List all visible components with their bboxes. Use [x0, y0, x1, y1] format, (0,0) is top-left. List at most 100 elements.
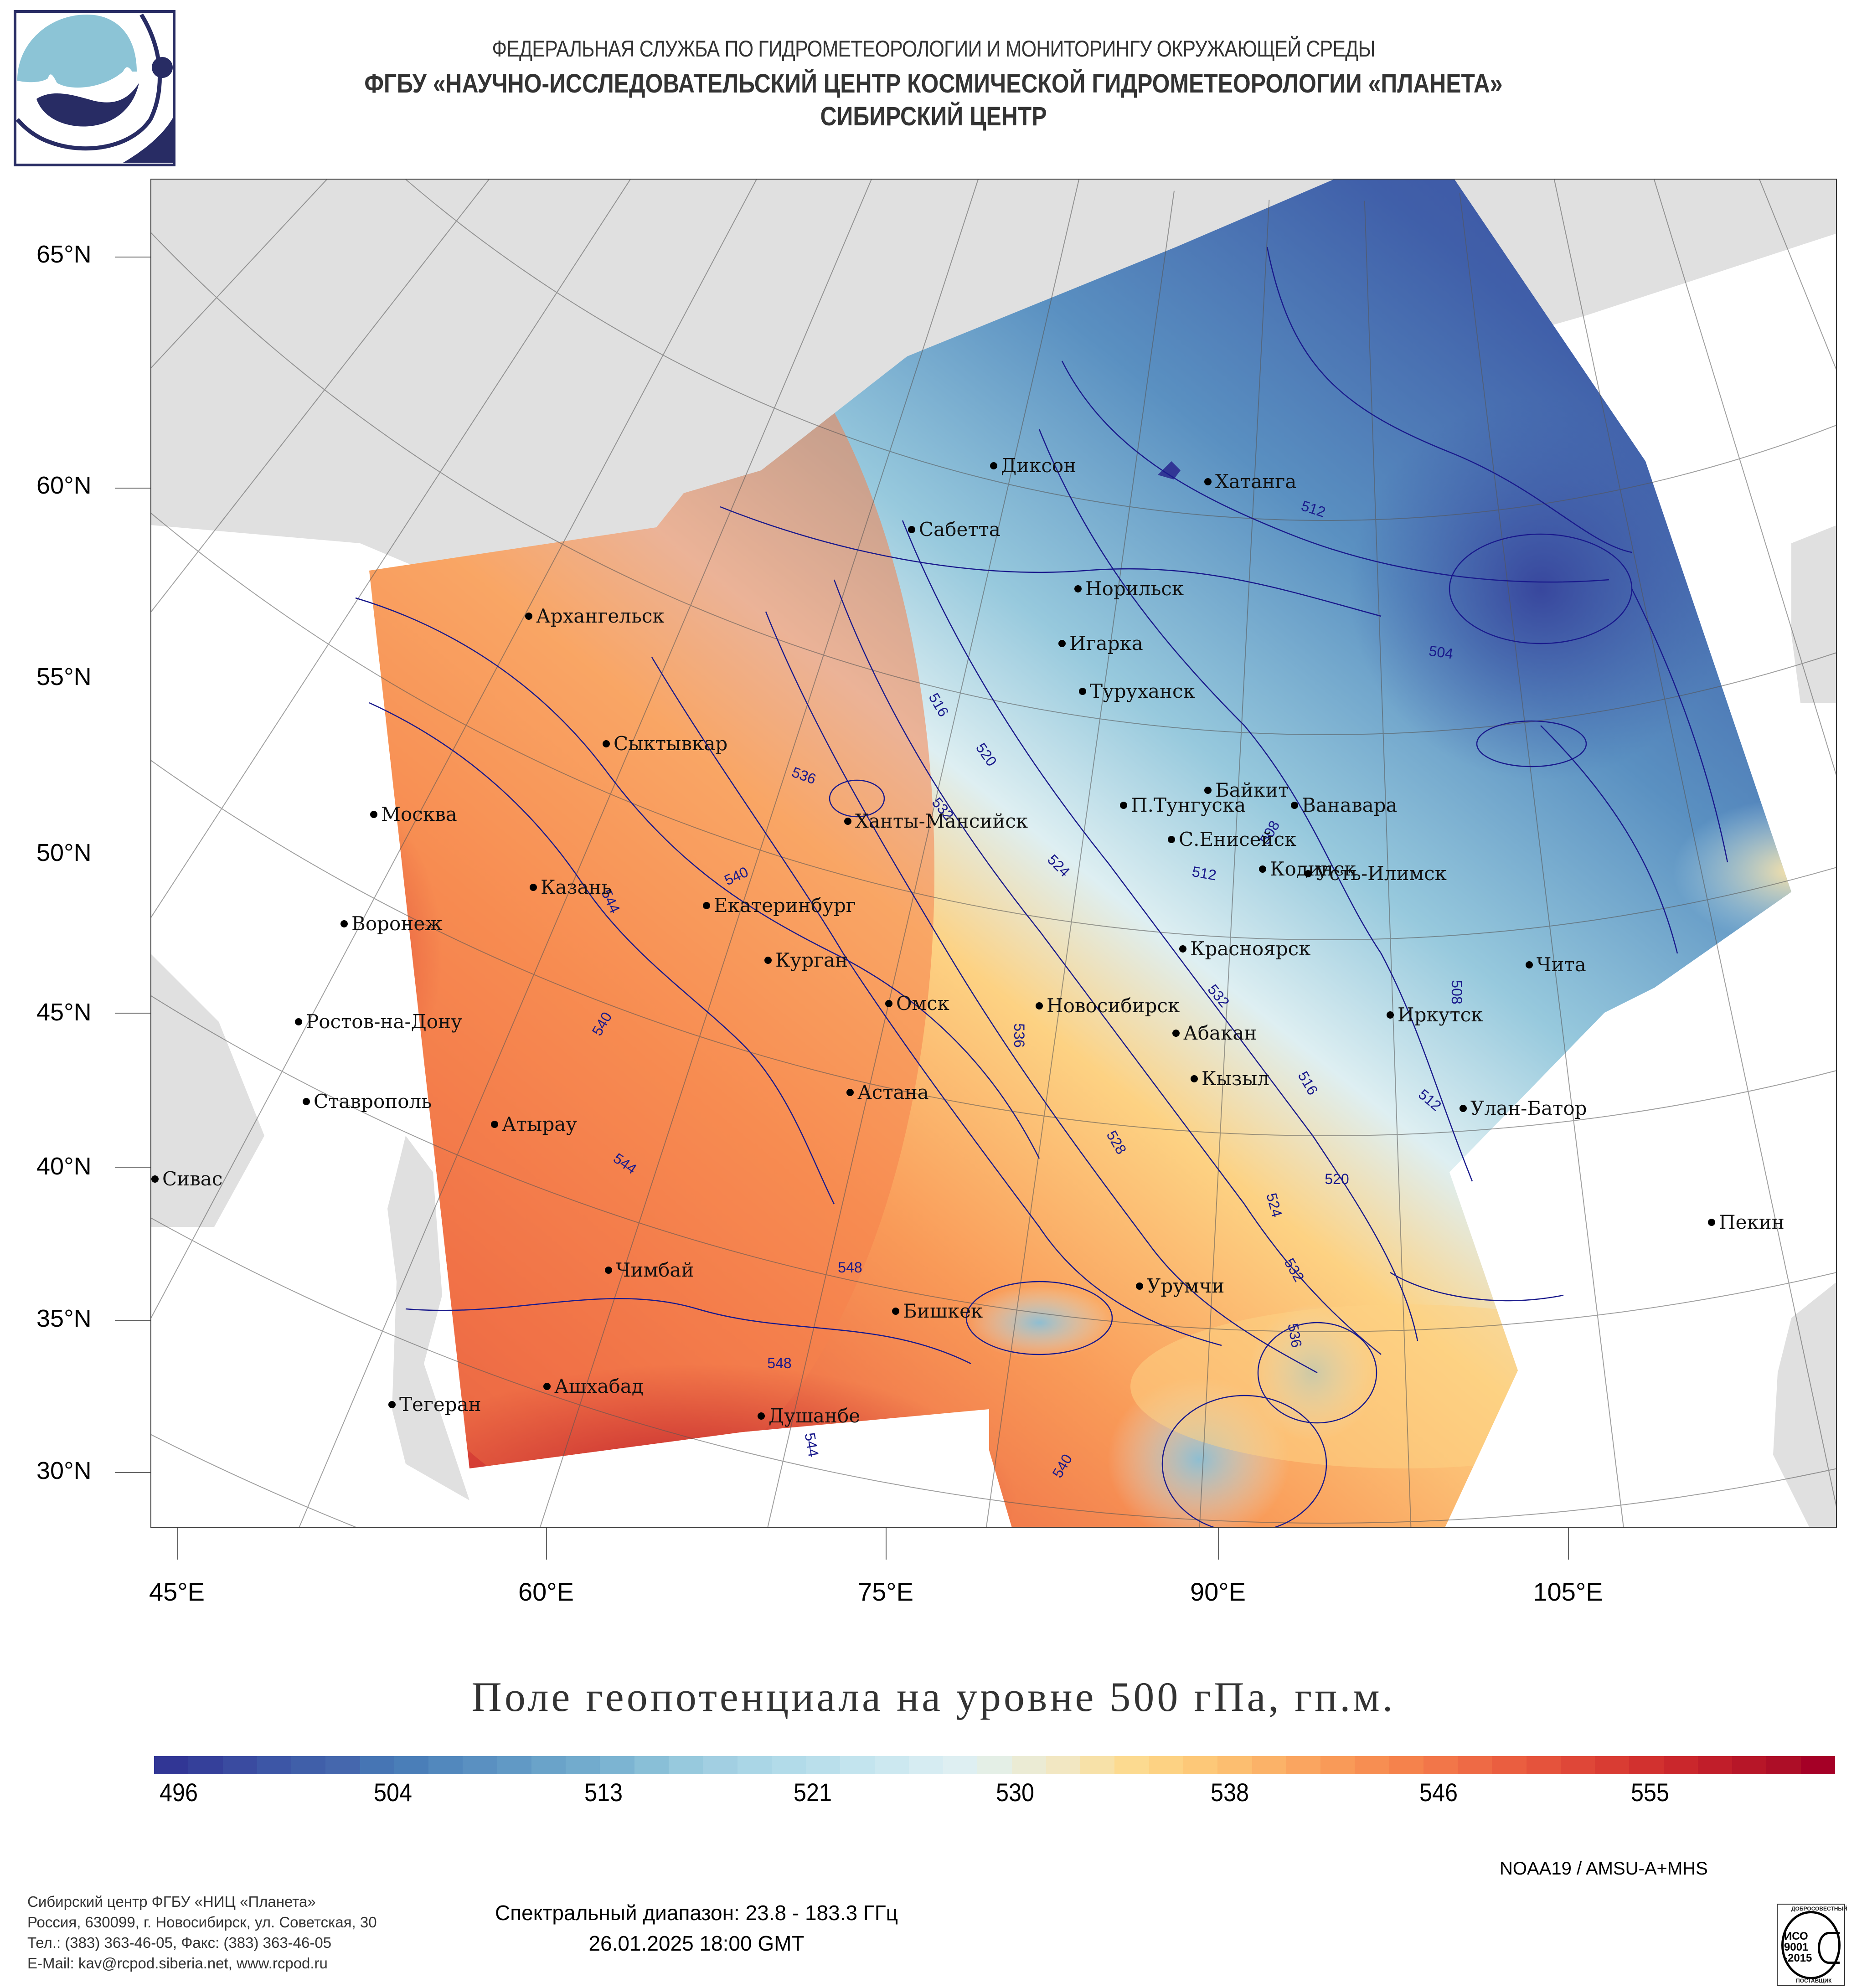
- city-dot-icon: [764, 957, 772, 964]
- city-marker: Кодинск: [1259, 858, 1356, 880]
- lon-tick: [546, 1528, 547, 1560]
- colorbar-swatch: [668, 1756, 703, 1774]
- city-dot-icon: [1191, 1075, 1198, 1082]
- city-dot-icon: [1526, 961, 1533, 968]
- city-label: Ставрополь: [314, 1090, 432, 1112]
- colorbar-swatch: [360, 1756, 394, 1774]
- colorbar-swatch: [1149, 1756, 1183, 1774]
- city-marker: П.Тунгуска: [1120, 794, 1246, 816]
- city-label: Воронеж: [351, 912, 443, 935]
- meridian-line: [767, 179, 1080, 1528]
- lon-tick: [886, 1528, 887, 1560]
- colorbar-tick-label: 555: [1630, 1778, 1670, 1807]
- colorbar-swatch: [1046, 1756, 1081, 1774]
- city-marker: Норильск: [1074, 577, 1184, 600]
- city-dot-icon: [1259, 865, 1266, 873]
- contact-phone: Тел.: (383) 363-46-05, Факс: (383) 363-4…: [27, 1934, 332, 1951]
- city-markers: Диксон Хатанга Сабетта Норильск Игарка Арханг…: [151, 454, 1784, 1427]
- contact-block: Сибирский центр ФГБУ «НИЦ «Планета» Росс…: [27, 1891, 377, 1973]
- contour-line: [1540, 725, 1678, 954]
- contour-line: [405, 1298, 971, 1365]
- city-marker: Новосибирск: [1036, 994, 1180, 1017]
- colorbar-swatch: [908, 1756, 944, 1774]
- colorbar-swatch: [600, 1756, 634, 1774]
- colorbar-swatch: [1732, 1756, 1767, 1774]
- city-dot-icon: [1079, 688, 1086, 695]
- lat-label-45: 45°N: [36, 999, 92, 1026]
- colorbar-swatch: [1526, 1756, 1561, 1774]
- city-label: С.Енисейск: [1179, 828, 1296, 850]
- city-label: Пекин: [1719, 1211, 1784, 1233]
- okhotsk-region: [1791, 525, 1837, 703]
- colorbar-swatch: [1595, 1756, 1630, 1774]
- city-label: Чита: [1537, 953, 1586, 976]
- lat-tick: [115, 1013, 150, 1014]
- colorbar-tick-label: 538: [1210, 1778, 1249, 1807]
- meridian-line: [539, 179, 979, 1528]
- closed-contour: [1449, 533, 1633, 644]
- city-dot-icon: [151, 1175, 159, 1183]
- contour-line: [1061, 361, 1609, 583]
- colorbar-swatch: [1697, 1756, 1733, 1774]
- city-label: Бишкек: [903, 1300, 983, 1322]
- city-label: Сивас: [162, 1168, 222, 1190]
- lon-label-90: 90°E: [1190, 1577, 1246, 1606]
- contour-lines: [355, 247, 1728, 1528]
- contact-email[interactable]: E-Mail: kav@rcpod.siberia.net, www.rcpod…: [27, 1955, 328, 1972]
- city-label: Туруханск: [1090, 680, 1195, 702]
- meridian-line: [1459, 193, 1624, 1528]
- contour-label: 508: [1449, 980, 1465, 1004]
- lon-label-75: 75°E: [857, 1577, 914, 1606]
- colorbar-swatch: [1766, 1756, 1801, 1774]
- city-label: Чимбай: [616, 1259, 694, 1281]
- colorbar-swatch: [703, 1756, 738, 1774]
- colorbar-swatch: [325, 1756, 360, 1774]
- contour-label: 520: [1325, 1171, 1349, 1187]
- meridian-line: [1553, 179, 1837, 1511]
- city-dot-icon: [1460, 1105, 1467, 1112]
- colorbar-swatch: [291, 1756, 326, 1774]
- colorbar-swatch: [634, 1756, 669, 1774]
- iso-badge-standard: ИСО 9001 -2015: [1784, 1931, 1812, 1964]
- lon-tick: [177, 1528, 178, 1560]
- city-label: Улан-Батор: [1470, 1097, 1587, 1119]
- city-marker: Екатеринбург: [703, 894, 856, 917]
- colorbar-swatch: [1114, 1756, 1149, 1774]
- city-dot-icon: [1204, 787, 1212, 794]
- lon-tick: [1568, 1528, 1569, 1560]
- city-marker: Атырау: [491, 1113, 577, 1135]
- city-label: Омск: [896, 992, 949, 1015]
- meridian-line: [150, 179, 490, 613]
- colorbar-swatch: [943, 1756, 978, 1774]
- city-dot-icon: [1058, 640, 1066, 647]
- colorbar-swatch: [188, 1756, 223, 1774]
- meridian-line: [150, 179, 632, 919]
- colorbar-swatch: [1183, 1756, 1218, 1774]
- meridian-line: [150, 179, 758, 1320]
- city-marker: Диксон: [990, 454, 1076, 477]
- contour-line: [1266, 247, 1632, 553]
- contour-label: 548: [838, 1259, 862, 1276]
- city-dot-icon: [491, 1121, 498, 1128]
- city-dot-icon: [303, 1098, 310, 1105]
- lat-tick: [115, 1167, 150, 1168]
- colorbar-swatch: [1320, 1756, 1355, 1774]
- city-dot-icon: [605, 1267, 612, 1274]
- city-marker: Усть-Илимск: [1305, 862, 1447, 885]
- city-dot-icon: [530, 884, 537, 891]
- colorbar-swatch: [222, 1756, 257, 1774]
- lat-label-30: 30°N: [36, 1457, 92, 1484]
- city-label: Кодинск: [1270, 858, 1356, 880]
- contour-label: 536: [1011, 1023, 1027, 1047]
- city-dot-icon: [1036, 1002, 1043, 1009]
- city-marker: Туруханск: [1079, 680, 1195, 702]
- meridian-line: [1199, 200, 1270, 1528]
- closed-contour: [1161, 1395, 1327, 1528]
- city-label: Москва: [381, 803, 457, 825]
- city-label: Новосибирск: [1047, 994, 1180, 1017]
- city-dot-icon: [525, 613, 532, 620]
- geopotential-map: 5125045165205365325085125245405445085405…: [150, 179, 1837, 1528]
- satellite-instrument: NOAA19 / AMSU-A+MHS: [1500, 1859, 1708, 1879]
- contact-org: Сибирский центр ФГБУ «НИЦ «Планета»: [27, 1893, 316, 1910]
- colorbar-swatch: [874, 1756, 909, 1774]
